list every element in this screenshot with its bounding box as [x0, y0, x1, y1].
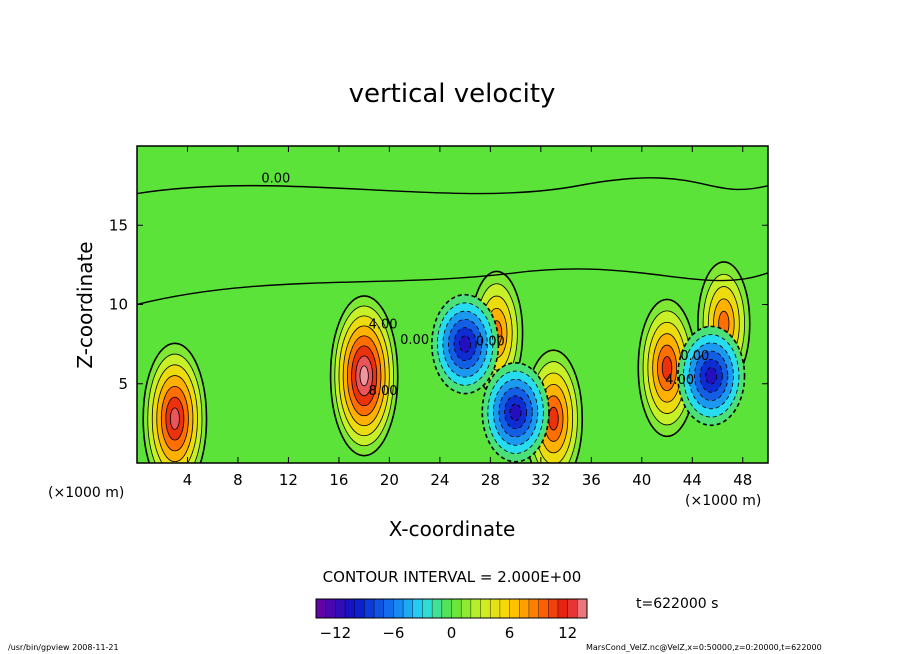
colorbar-frame: [315, 598, 588, 619]
footer-left: /usr/bin/gpview 2008-11-21: [8, 643, 119, 652]
colorbar-bin: [509, 599, 520, 618]
contour-ring: [169, 407, 180, 430]
colorbar-bin: [325, 599, 336, 618]
colorbar-bin: [548, 599, 559, 618]
colorbar-bin: [432, 599, 443, 618]
colorbar-bin: [557, 599, 569, 618]
x-tick-label: 24: [430, 471, 449, 489]
contour-label: 0.00: [476, 335, 505, 350]
colorbar-bin: [470, 599, 482, 618]
colorbar-tick-label: 0: [447, 624, 457, 642]
contour-ring: [548, 406, 559, 431]
y-axis: 5 10 15: [109, 216, 768, 393]
colorbar-bin: [490, 599, 501, 618]
x-tick-label: 8: [233, 471, 243, 489]
colorbar-bin: [577, 599, 588, 618]
contour-ring: [459, 335, 472, 353]
colorbar-tick-label: 6: [505, 624, 515, 642]
plot-area: 0.004.008.000.00 0.004.000.00 4 8 12 16 20 24 2…: [109, 145, 769, 489]
x-axis: 4 8 12 16 20 24 28 32 36 40 44 48: [183, 146, 752, 489]
colorbar-bin: [364, 599, 375, 618]
x-tick-label: 32: [531, 471, 550, 489]
updraft-cell: [637, 298, 697, 438]
footer-right: MarsCond_VelZ.nc@VelZ,x=0:50000,z=0:2000…: [586, 643, 822, 652]
colorbar-bin: [383, 599, 394, 618]
colorbar-bin: [480, 599, 491, 618]
colorbar-bin: [374, 599, 385, 618]
field-layer: [137, 146, 768, 463]
contour-label: 0.00: [400, 333, 429, 348]
colorbar-tick-label: 12: [558, 624, 577, 642]
contour-ring: [359, 365, 369, 387]
colorbar-bin: [422, 599, 433, 618]
colorbar-bin: [316, 599, 327, 618]
colorbar: [315, 598, 588, 619]
contour-ring: [705, 367, 718, 385]
velocity-cells: [137, 177, 768, 463]
contour-label: 0.00: [261, 171, 290, 186]
x-tick-label: 28: [481, 471, 500, 489]
colorbar-ticks: −12 −6 0 6 12: [320, 624, 578, 642]
colorbar-bin: [538, 599, 549, 618]
colorbar-bin: [403, 599, 414, 618]
y-tick-label: 10: [109, 296, 128, 314]
contour-interval: CONTOUR INTERVAL = 2.000E+00: [323, 568, 582, 586]
colorbar-bin: [451, 599, 462, 618]
colorbar-bin: [528, 599, 540, 618]
y-tick-label: 5: [118, 375, 128, 393]
contour-ring: [509, 403, 522, 421]
colorbar-bin: [499, 599, 511, 618]
x-tick-label: 40: [632, 471, 651, 489]
contour-label: 8.00: [369, 384, 398, 399]
zero-contour-line: [137, 268, 768, 306]
x-tick-label: 12: [279, 471, 298, 489]
downdraft-cell: [481, 362, 550, 463]
x-unit-right: (×1000 m): [685, 493, 761, 509]
downdraft-cell: [431, 293, 500, 395]
updraft-cell: [142, 342, 208, 463]
colorbar-bin: [412, 599, 423, 618]
colorbar-tick-label: −6: [382, 624, 404, 642]
x-tick-label: 20: [380, 471, 399, 489]
zero-contour-line: [137, 177, 768, 195]
contour-label: 4.00: [665, 373, 694, 388]
x-unit-left: (×1000 m): [48, 485, 124, 501]
x-tick-label: 36: [582, 471, 601, 489]
colorbar-bin: [519, 599, 530, 618]
updraft-cell: [329, 295, 399, 457]
x-tick-label: 44: [683, 471, 702, 489]
y-tick-label: 15: [109, 216, 128, 234]
colorbar-bin: [461, 599, 472, 618]
contour-ring: [661, 356, 673, 380]
x-tick-label: 16: [329, 471, 348, 489]
colorbar-bin: [393, 599, 404, 618]
colorbar-bin: [441, 599, 452, 618]
contour-label: 4.00: [369, 317, 398, 332]
contour-labels: 0.004.008.000.00 0.004.000.00: [261, 171, 709, 398]
chart-title: vertical velocity: [349, 79, 556, 109]
x-axis-label: X-coordinate: [389, 517, 516, 541]
colorbar-bin: [567, 599, 578, 618]
time-label: t=622000 s: [636, 596, 718, 612]
y-axis-label: Z-coordinate: [73, 241, 97, 368]
colorbar-bin: [354, 599, 365, 618]
colorbar-tick-label: −12: [320, 624, 352, 642]
colorbar-bin: [335, 599, 346, 618]
x-tick-label: 48: [733, 471, 752, 489]
downdraft-cell: [677, 325, 746, 427]
x-tick-label: 4: [183, 471, 193, 489]
contour-label: 0.00: [680, 349, 709, 364]
colorbar-bin: [345, 599, 356, 618]
